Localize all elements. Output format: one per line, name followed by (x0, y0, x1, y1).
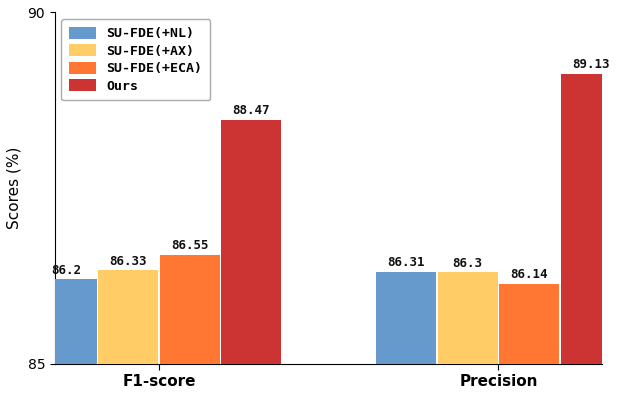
Bar (561, 74, 618, 396)
Bar (36, 279, 96, 396)
Text: 86.33: 86.33 (109, 255, 147, 268)
Text: 86.14: 86.14 (510, 268, 548, 281)
Y-axis label: Scores (%): Scores (%) (7, 147, 22, 229)
Text: 86.31: 86.31 (387, 256, 425, 269)
Bar (221, 120, 281, 396)
Bar (159, 255, 220, 396)
Text: 88.47: 88.47 (232, 105, 270, 118)
Bar (499, 284, 559, 396)
Text: 86.2: 86.2 (51, 264, 82, 277)
Text: 86.55: 86.55 (171, 239, 208, 252)
Bar (98, 270, 158, 396)
Bar (376, 272, 436, 396)
Text: 89.13: 89.13 (572, 58, 609, 71)
Bar (438, 272, 497, 396)
Legend: SU-FDE(+NL), SU-FDE(+AX), SU-FDE(+ECA), Ours: SU-FDE(+NL), SU-FDE(+AX), SU-FDE(+ECA), … (61, 19, 210, 101)
Text: 86.3: 86.3 (452, 257, 483, 270)
